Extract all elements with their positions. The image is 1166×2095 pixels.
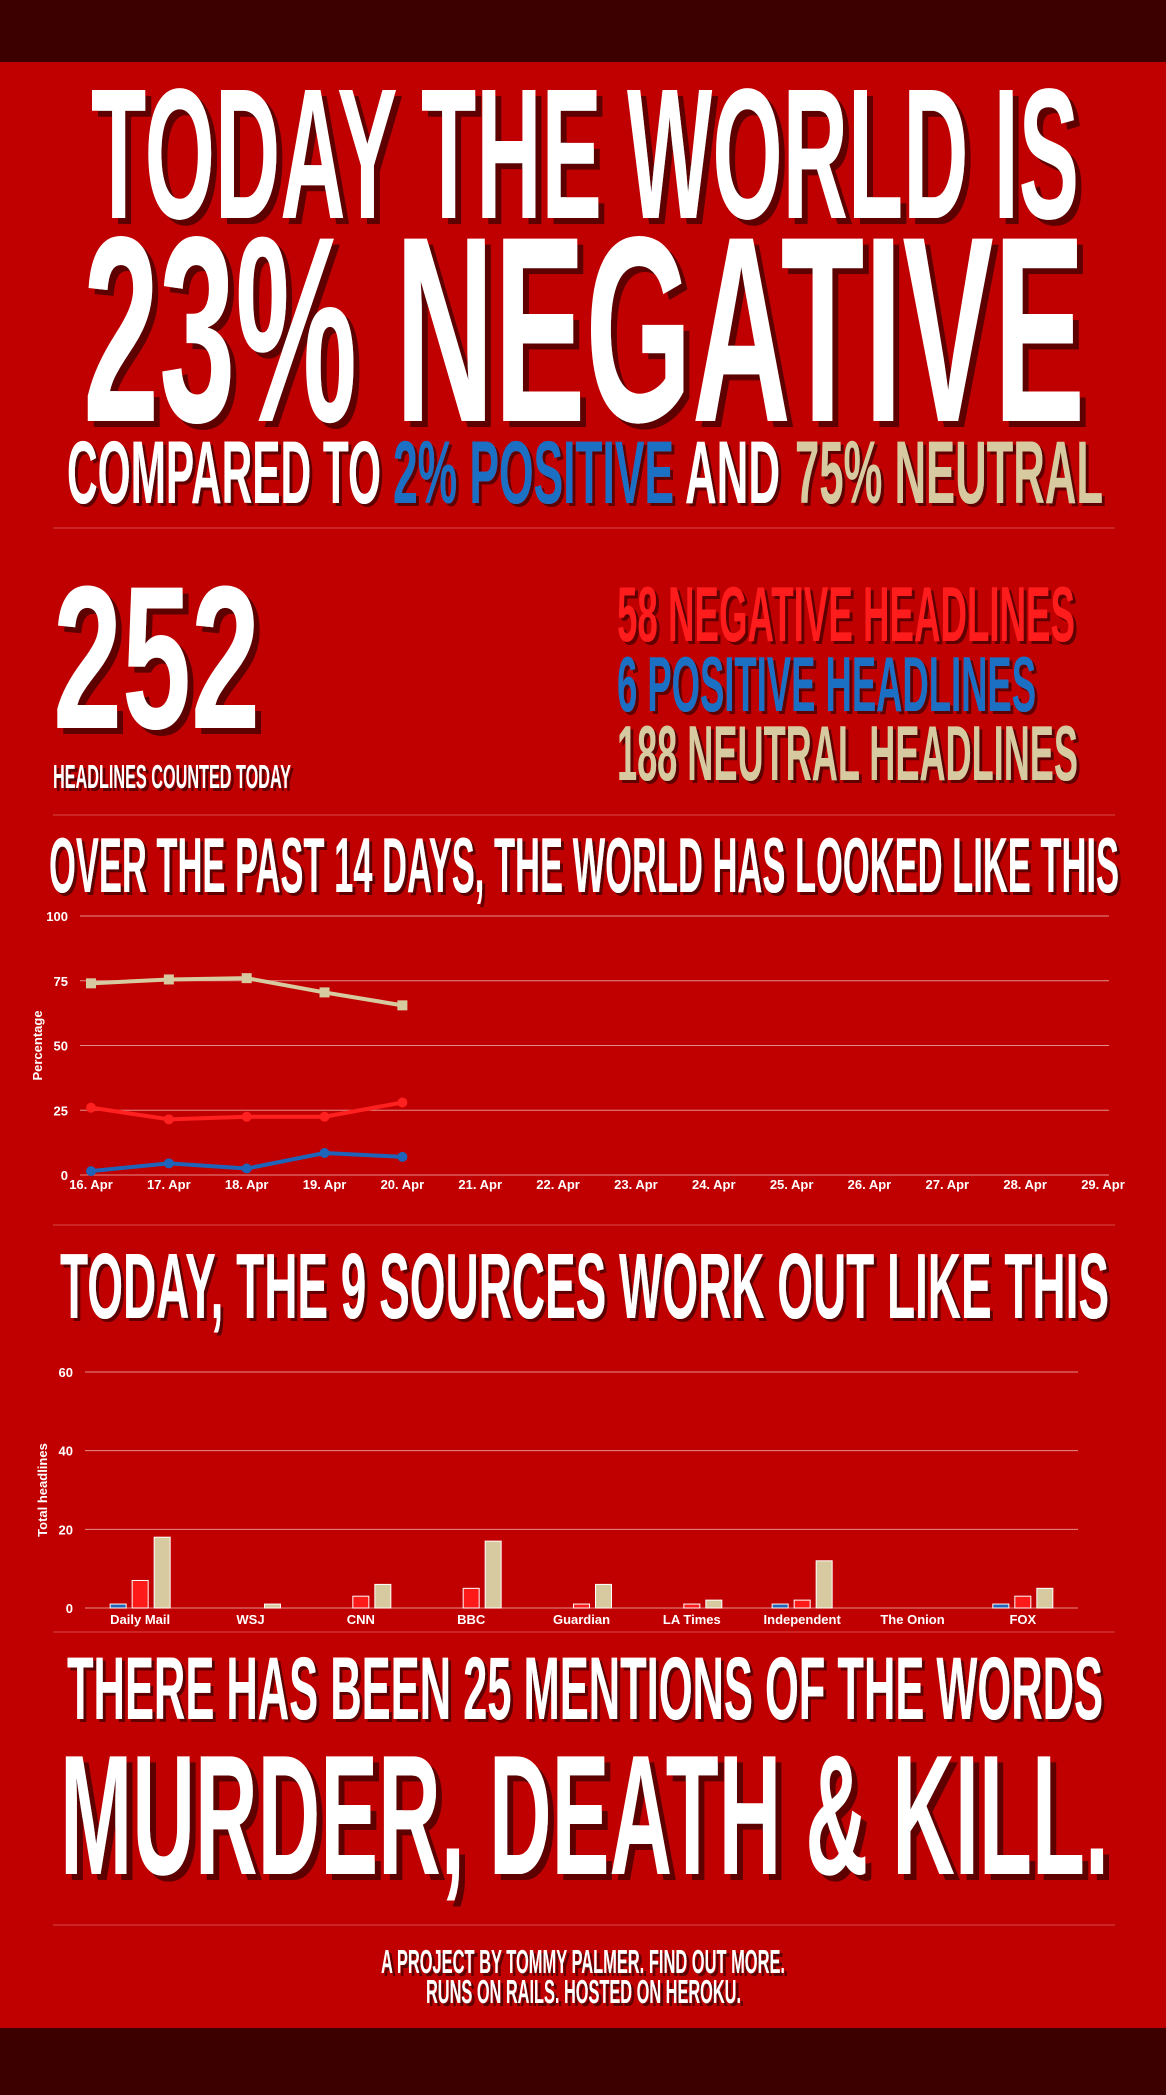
- bar: [771, 1603, 789, 1609]
- chart-title: OVER THE PAST 14 DAYS, THE WORLD HAS LOO…: [49, 821, 1119, 909]
- x-tick-label: 27. Apr: [926, 1177, 970, 1192]
- y-tick-label: 20: [59, 1522, 73, 1537]
- point-marker: [241, 973, 252, 984]
- x-tick-label: Guardian: [553, 1612, 610, 1627]
- x-tick-label: FOX: [1009, 1612, 1036, 1627]
- positive-percent: 2% POSITIVE: [393, 422, 674, 522]
- bar: [352, 1595, 370, 1609]
- y-tick-label: 25: [54, 1103, 68, 1118]
- x-tick-label: WSJ: [236, 1612, 264, 1627]
- total-count: 252: [53, 544, 260, 772]
- bar: [793, 1599, 811, 1609]
- x-tick-label: Daily Mail: [110, 1612, 170, 1627]
- bar: [109, 1603, 127, 1609]
- neutral-count: 188 NEUTRAL HEADLINES: [617, 709, 1078, 797]
- x-tick-label: 19. Apr: [303, 1177, 347, 1192]
- top-bar: [0, 0, 1166, 62]
- y-tick-label: 100: [46, 909, 68, 924]
- bar: [484, 1540, 502, 1609]
- y-axis-label: Total headlines: [35, 1443, 50, 1537]
- footer-link[interactable]: A PROJECT BY TOMMY PALMER. FIND OUT MORE…: [381, 1943, 785, 1980]
- x-tick-label: The Onion: [880, 1612, 944, 1627]
- x-tick-label: BBC: [457, 1612, 486, 1627]
- x-tick-label: LA Times: [663, 1612, 721, 1627]
- point-marker: [319, 987, 330, 998]
- point-marker: [397, 1000, 408, 1011]
- bar: [153, 1536, 171, 1609]
- chart-title: TODAY, THE 9 SOURCES WORK OUT LIKE THIS: [60, 1234, 1109, 1338]
- bar: [264, 1603, 281, 1609]
- bar: [595, 1583, 612, 1609]
- point-marker: [241, 1111, 252, 1122]
- bottom-bar: [0, 2028, 1166, 2095]
- bar: [992, 1603, 1010, 1609]
- x-tick-label: 26. Apr: [848, 1177, 892, 1192]
- x-tick-label: 17. Apr: [147, 1177, 191, 1192]
- x-tick-label: 22. Apr: [536, 1177, 580, 1192]
- x-tick-label: 25. Apr: [770, 1177, 814, 1192]
- point-marker: [397, 1151, 408, 1162]
- neutral-percent: 75% NEUTRAL: [795, 422, 1103, 522]
- total-label: HEADLINES COUNTED TODAY: [53, 758, 291, 795]
- y-tick-label: 40: [59, 1444, 73, 1459]
- point-marker: [319, 1111, 330, 1122]
- mentions-words: MURDER, DEATH & KILL.: [60, 1720, 1109, 1911]
- x-tick-label: 20. Apr: [381, 1177, 425, 1192]
- bar: [1014, 1595, 1032, 1609]
- point-marker: [163, 1114, 174, 1125]
- point-marker: [241, 1163, 252, 1174]
- bar: [131, 1579, 149, 1609]
- bar: [374, 1583, 392, 1609]
- x-tick-label: 29. Apr: [1081, 1177, 1125, 1192]
- positive-count: 6 POSITIVE HEADLINES: [617, 640, 1036, 728]
- y-tick-label: 0: [61, 1168, 68, 1183]
- x-tick-label: 16. Apr: [69, 1177, 113, 1192]
- x-tick-label: Independent: [764, 1612, 842, 1627]
- bar: [683, 1603, 701, 1609]
- y-tick-label: 75: [54, 974, 68, 989]
- bar: [815, 1560, 833, 1609]
- bar: [462, 1587, 480, 1609]
- bar: [573, 1603, 590, 1609]
- x-tick-label: 21. Apr: [458, 1177, 502, 1192]
- headline: TODAY THE WORLD IS: [91, 51, 1079, 258]
- point-marker: [86, 1166, 96, 1177]
- point-marker: [397, 1097, 408, 1108]
- y-axis-label: Percentage: [30, 1010, 45, 1080]
- compare-text: AND: [685, 422, 780, 522]
- point-marker: [163, 1158, 174, 1169]
- x-tick-label: CNN: [347, 1612, 375, 1627]
- x-tick-label: 23. Apr: [614, 1177, 658, 1192]
- x-tick-label: 28. Apr: [1003, 1177, 1047, 1192]
- point-marker: [86, 1102, 96, 1113]
- bar: [705, 1599, 723, 1609]
- y-tick-label: 0: [66, 1601, 73, 1616]
- mentions-text: THERE HAS BEEN 25 MENTIONS OF THE WORDS: [67, 1638, 1103, 1738]
- y-tick-label: 60: [59, 1365, 73, 1380]
- compare-text: COMPARED TO: [67, 422, 381, 522]
- y-tick-label: 50: [54, 1039, 68, 1054]
- bar: [1036, 1587, 1054, 1609]
- negative-count: 58 NEGATIVE HEADLINES: [617, 570, 1075, 658]
- point-marker: [86, 978, 96, 989]
- point-marker: [163, 974, 174, 985]
- x-tick-label: 18. Apr: [225, 1177, 269, 1192]
- x-tick-label: 24. Apr: [692, 1177, 736, 1192]
- footer-link[interactable]: RUNS ON RAILS. HOSTED ON HEROKU.: [426, 1973, 741, 2010]
- headline-percent: 23% NEGATIVE: [83, 182, 1085, 478]
- point-marker: [319, 1147, 330, 1158]
